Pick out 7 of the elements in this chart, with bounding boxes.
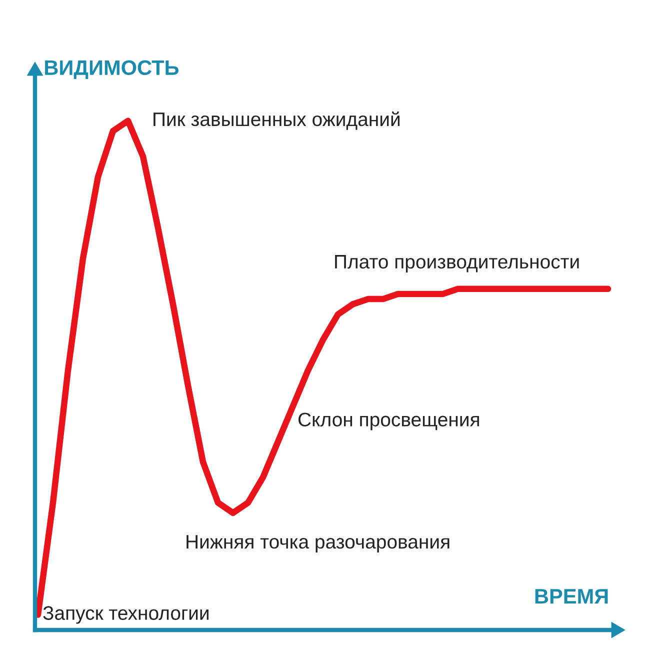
annotation: Нижняя точка разочарования — [186, 535, 450, 553]
annotation: Плато производительности — [335, 255, 579, 272]
annotation: Склон просвещения — [298, 412, 479, 430]
y-axis-title: ВИДИМОСТЬ — [45, 60, 179, 79]
annotation: Пик завышенных ожиданий — [154, 112, 400, 130]
x-axis-title: ВРЕМЯ — [535, 589, 608, 604]
annotation: Запуск технологии — [43, 606, 208, 624]
